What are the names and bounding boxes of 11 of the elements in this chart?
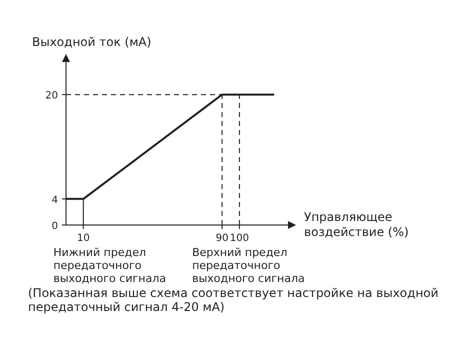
- y-tick-label: 20: [45, 90, 58, 102]
- y-tick-label: 0: [52, 221, 58, 232]
- x-tick-label: 10: [76, 233, 90, 244]
- y-axis-title: Выходной ток (мА): [32, 35, 152, 49]
- x-tick-label: 90: [216, 233, 228, 244]
- text: (Показанная выше схема соответствует настройке на выходной передаточный сигнал 4-20 мА): [28, 286, 438, 314]
- x-axis-title: Управляющее воздействие (%): [304, 210, 409, 239]
- y-tick-label: 4: [52, 194, 58, 206]
- x-tick-label: 100: [230, 233, 249, 244]
- annotation: Верхний предел передаточного выходного сигнала: [192, 246, 305, 285]
- annotation: Нижний предел передаточного выходного сигнала: [53, 246, 166, 285]
